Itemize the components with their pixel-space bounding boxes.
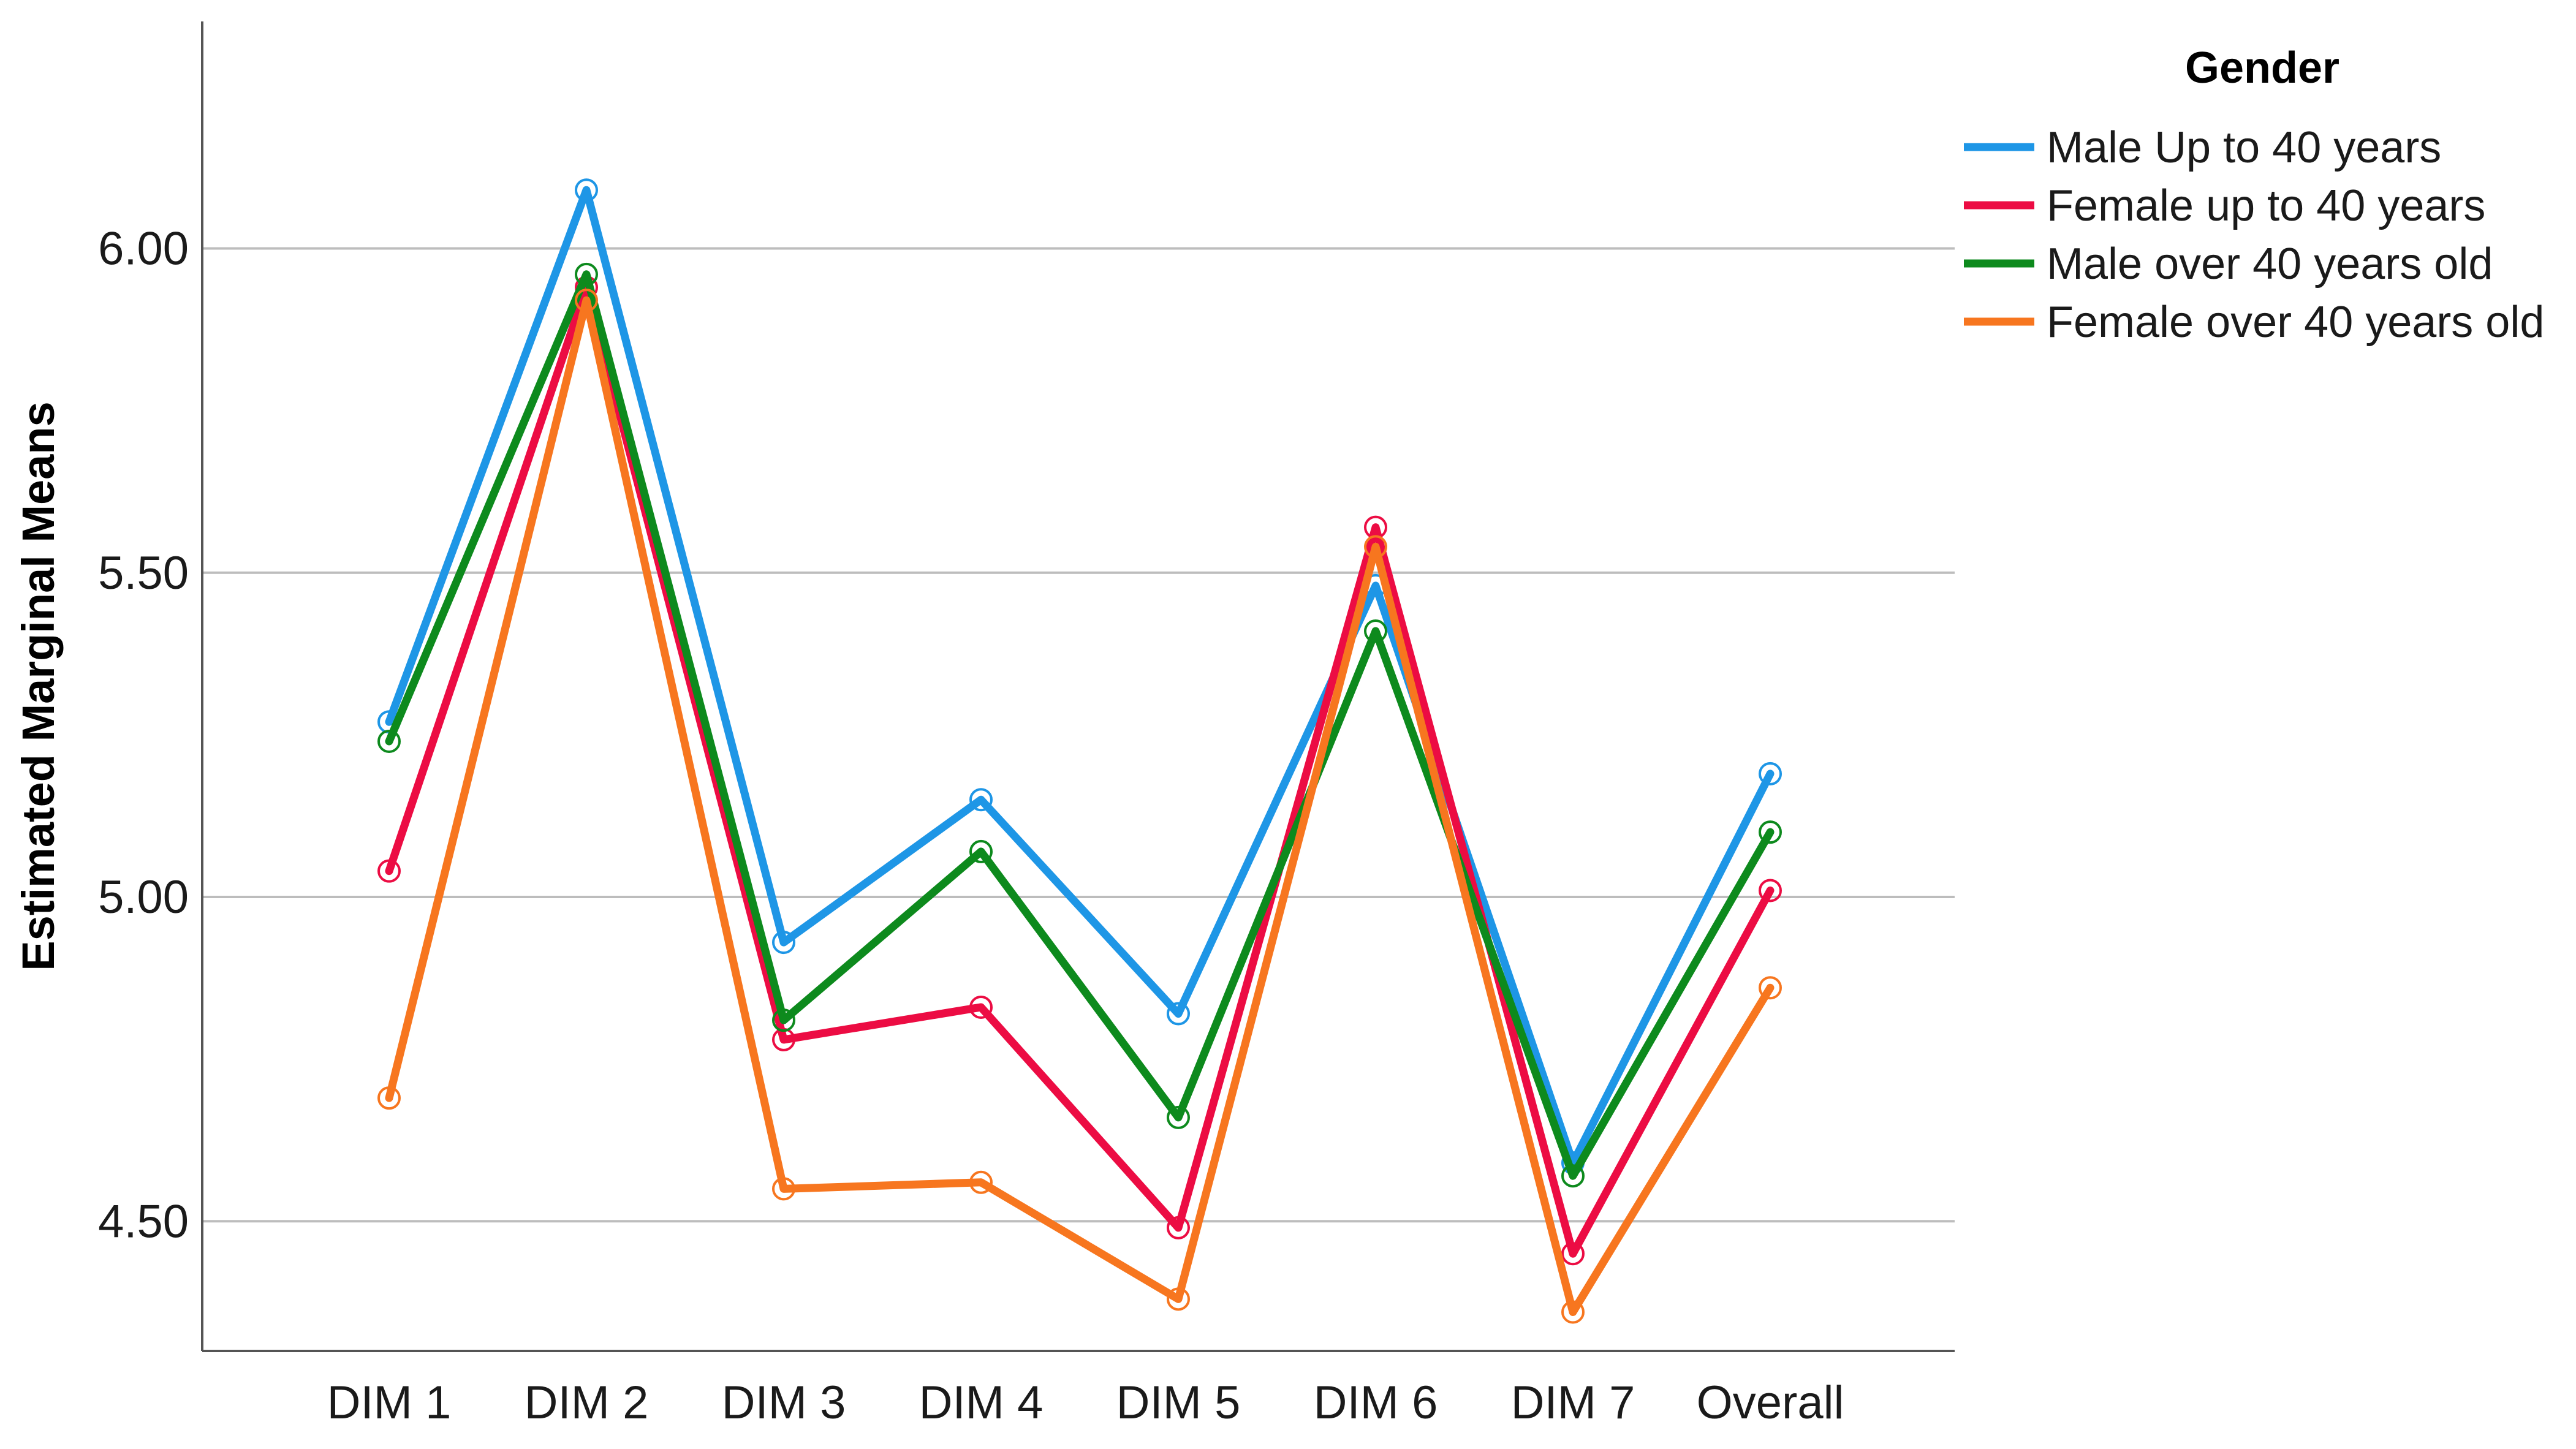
y-tick-labels: 4.50 5.00 5.50 6.00 (98, 222, 189, 1247)
data-point (1759, 879, 1782, 902)
data-point (1561, 1242, 1585, 1266)
data-point (969, 839, 993, 863)
data-point (1167, 1105, 1190, 1129)
data-point (772, 1177, 795, 1201)
x-tick-label: DIM 4 (919, 1377, 1044, 1429)
data-point (1167, 1002, 1190, 1026)
data-point (1167, 1287, 1190, 1311)
x-tick-label: DIM 6 (1314, 1377, 1438, 1429)
data-point (1364, 619, 1387, 643)
legend: Gender Male Up to 40 years Female up to 4… (1964, 44, 2544, 347)
data-point (377, 859, 401, 883)
series-group (377, 276, 1782, 1266)
x-tick-label: DIM 5 (1116, 1377, 1241, 1429)
data-point (1759, 976, 1782, 1000)
data-point (969, 1170, 993, 1194)
series-lines (377, 178, 1782, 1324)
gridlines (202, 247, 1955, 1223)
data-point (377, 1086, 401, 1110)
data-point (1561, 1164, 1585, 1188)
legend-label: Female over 40 years old (2047, 298, 2544, 347)
legend-label: Female up to 40 years (2047, 181, 2485, 230)
series-line (385, 296, 1775, 1316)
legend-label: Male Up to 40 years (2047, 123, 2441, 172)
data-point (772, 1008, 795, 1032)
series-group (377, 289, 1782, 1324)
x-tick-label: DIM 2 (525, 1377, 649, 1429)
data-point (575, 178, 598, 202)
data-point (772, 1027, 795, 1051)
data-point (1759, 820, 1782, 844)
x-tick-labels: DIM 1 DIM 2 DIM 3 DIM 4 DIM 5 DIM 6 DIM 7 Overa… (327, 1377, 1844, 1429)
x-tick-label: DIM 1 (327, 1377, 452, 1429)
x-tick-label: Overall (1697, 1377, 1844, 1429)
y-tick-label: 6.00 (98, 222, 189, 274)
y-tick-label: 4.50 (98, 1195, 189, 1247)
data-point (969, 995, 993, 1019)
data-point (377, 729, 401, 753)
series-line (385, 186, 1775, 1167)
y-tick-label: 5.50 (98, 547, 189, 599)
data-point (1759, 762, 1782, 785)
data-point (1364, 515, 1387, 539)
data-point (1167, 1216, 1190, 1239)
data-point (1561, 1300, 1585, 1324)
series-line (385, 270, 1775, 1180)
legend-label: Male over 40 years old (2047, 240, 2493, 289)
series-group (377, 262, 1782, 1188)
x-tick-label: DIM 3 (722, 1377, 846, 1429)
legend-title: Gender (2185, 44, 2339, 93)
axes (201, 21, 1955, 1352)
data-point (1364, 535, 1387, 559)
data-point (575, 262, 598, 286)
data-point (772, 931, 795, 955)
y-tick-label: 5.00 (98, 871, 189, 923)
data-point (969, 788, 993, 812)
y-axis-title: Estimated Marginal Means (13, 401, 64, 970)
data-point (575, 289, 598, 312)
x-tick-label: DIM 7 (1511, 1377, 1635, 1429)
series-line (385, 283, 1775, 1258)
